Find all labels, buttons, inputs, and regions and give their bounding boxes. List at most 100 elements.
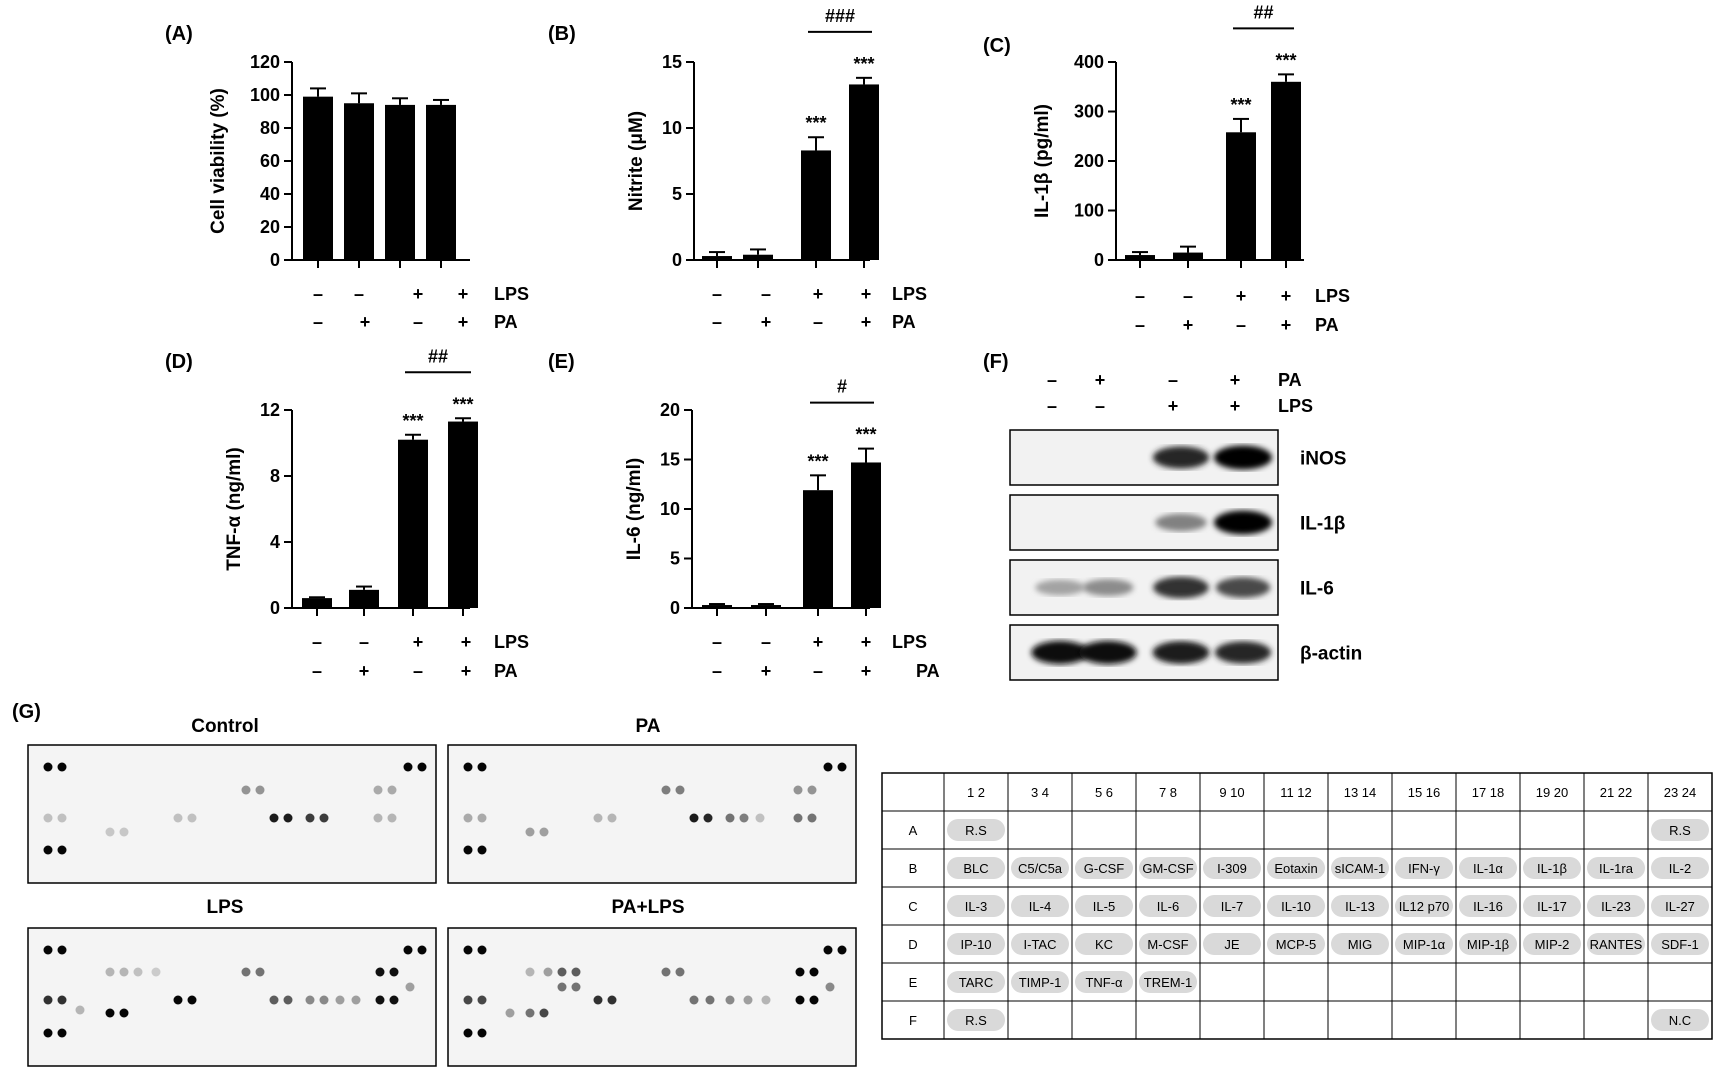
table-col-header: 17 18	[1472, 785, 1505, 800]
bar	[801, 150, 831, 260]
table-cell-pill	[947, 895, 1005, 917]
array-spot	[255, 967, 265, 977]
lps-condition: +	[413, 284, 424, 304]
table-cell-label: MIP-1β	[1467, 937, 1509, 952]
table-cell-label: KC	[1095, 937, 1113, 952]
table-col-header: 1 2	[967, 785, 985, 800]
y-tick-label: 0	[1094, 250, 1104, 270]
lps-condition: +	[1236, 286, 1247, 306]
table-cell-label: IL-16	[1473, 899, 1503, 914]
array-spot	[725, 813, 735, 823]
array-spot	[571, 982, 581, 992]
membrane-title: PA	[636, 716, 661, 737]
array-spot	[387, 785, 397, 795]
table-col-header: 19 20	[1536, 785, 1569, 800]
blot-band	[1035, 579, 1085, 596]
bar	[349, 589, 379, 608]
table-cell-label: IFN-γ	[1408, 861, 1440, 876]
bracket-label: ##	[428, 346, 448, 366]
lps-condition: +	[813, 284, 824, 304]
blot-band	[1152, 446, 1210, 469]
bar	[702, 256, 732, 260]
panel-label: (C)	[983, 35, 1011, 57]
pa-condition: –	[712, 312, 722, 332]
table-cell-label: TREM-1	[1144, 975, 1192, 990]
table-cell-label: MIG	[1348, 937, 1373, 952]
array-spot	[373, 785, 383, 795]
table-cell-pill	[947, 819, 1005, 841]
pa-condition: +	[761, 312, 772, 332]
blot-band	[1082, 579, 1134, 596]
table-cell-pill	[1139, 971, 1197, 993]
blot-band	[1215, 577, 1271, 598]
pa-condition: +	[360, 312, 371, 332]
pa-label: PA	[494, 661, 518, 681]
table-cell-label: I-TAC	[1024, 937, 1057, 952]
array-spot	[43, 813, 53, 823]
lps-condition: +	[458, 284, 469, 304]
blot-band	[1155, 513, 1207, 532]
lps-condition: –	[761, 284, 771, 304]
y-tick-label: 12	[260, 400, 280, 420]
table-cell-pill	[947, 857, 1005, 879]
blot-protein-label: IL-6	[1300, 579, 1334, 600]
y-tick-label: 0	[270, 250, 280, 270]
blot-band	[1152, 641, 1210, 664]
membrane-image	[27, 744, 437, 884]
lps-label: LPS	[1278, 396, 1313, 416]
blot-band	[1031, 640, 1089, 665]
bar	[1125, 255, 1155, 260]
panel-label: (G)	[12, 701, 41, 723]
table-cell-label: IP-10	[960, 937, 991, 952]
pa-label: PA	[1315, 315, 1339, 335]
array-spot	[543, 967, 553, 977]
array-spot	[761, 995, 771, 1005]
array-spot	[593, 995, 603, 1005]
array-spot	[255, 785, 265, 795]
table-cell-label: N.C	[1669, 1013, 1691, 1028]
array-spot	[675, 785, 685, 795]
panel-label: (A)	[165, 23, 193, 45]
table-cell-pill	[1139, 895, 1197, 917]
table-cell-pill	[1459, 895, 1517, 917]
table-cell-label: MIP-1α	[1403, 937, 1446, 952]
array-spot	[793, 785, 803, 795]
pa-label: PA	[892, 312, 916, 332]
blot-band	[1214, 445, 1272, 470]
pa-condition: –	[312, 661, 322, 681]
array-spot	[557, 967, 567, 977]
table-cell-pill	[1267, 857, 1325, 879]
array-spot	[57, 1028, 67, 1038]
array-spot	[703, 813, 713, 823]
array-spot	[417, 945, 427, 955]
array-spot	[335, 995, 345, 1005]
lps-condition: +	[861, 632, 872, 652]
blot-band	[1153, 576, 1209, 599]
pa-condition: –	[413, 312, 423, 332]
array-spot	[477, 1028, 487, 1038]
lps-condition: –	[359, 632, 369, 652]
panel-label: (F)	[983, 351, 1009, 373]
table-cell-pill	[1011, 971, 1069, 993]
table-row-label: F	[909, 1013, 917, 1028]
pa-label: PA	[1278, 370, 1302, 390]
array-spot	[837, 762, 847, 772]
array-spot	[837, 945, 847, 955]
pa-label: PA	[494, 312, 518, 332]
membrane-image	[447, 927, 857, 1067]
table-cell-label: I-309	[1217, 861, 1247, 876]
array-spot	[187, 995, 197, 1005]
table-cell-pill	[1651, 933, 1709, 955]
bar	[448, 421, 478, 608]
table-cell-pill	[1011, 857, 1069, 879]
pa-condition: –	[413, 661, 423, 681]
table-row-label: C	[908, 899, 917, 914]
bar	[1173, 252, 1203, 260]
table-cell-label: IL-4	[1029, 899, 1051, 914]
pa-condition: –	[813, 312, 823, 332]
table-row-label: E	[909, 975, 918, 990]
bar	[302, 598, 332, 608]
array-spot	[105, 1008, 115, 1018]
array-spot	[539, 827, 549, 837]
table-cell-label: JE	[1224, 937, 1240, 952]
